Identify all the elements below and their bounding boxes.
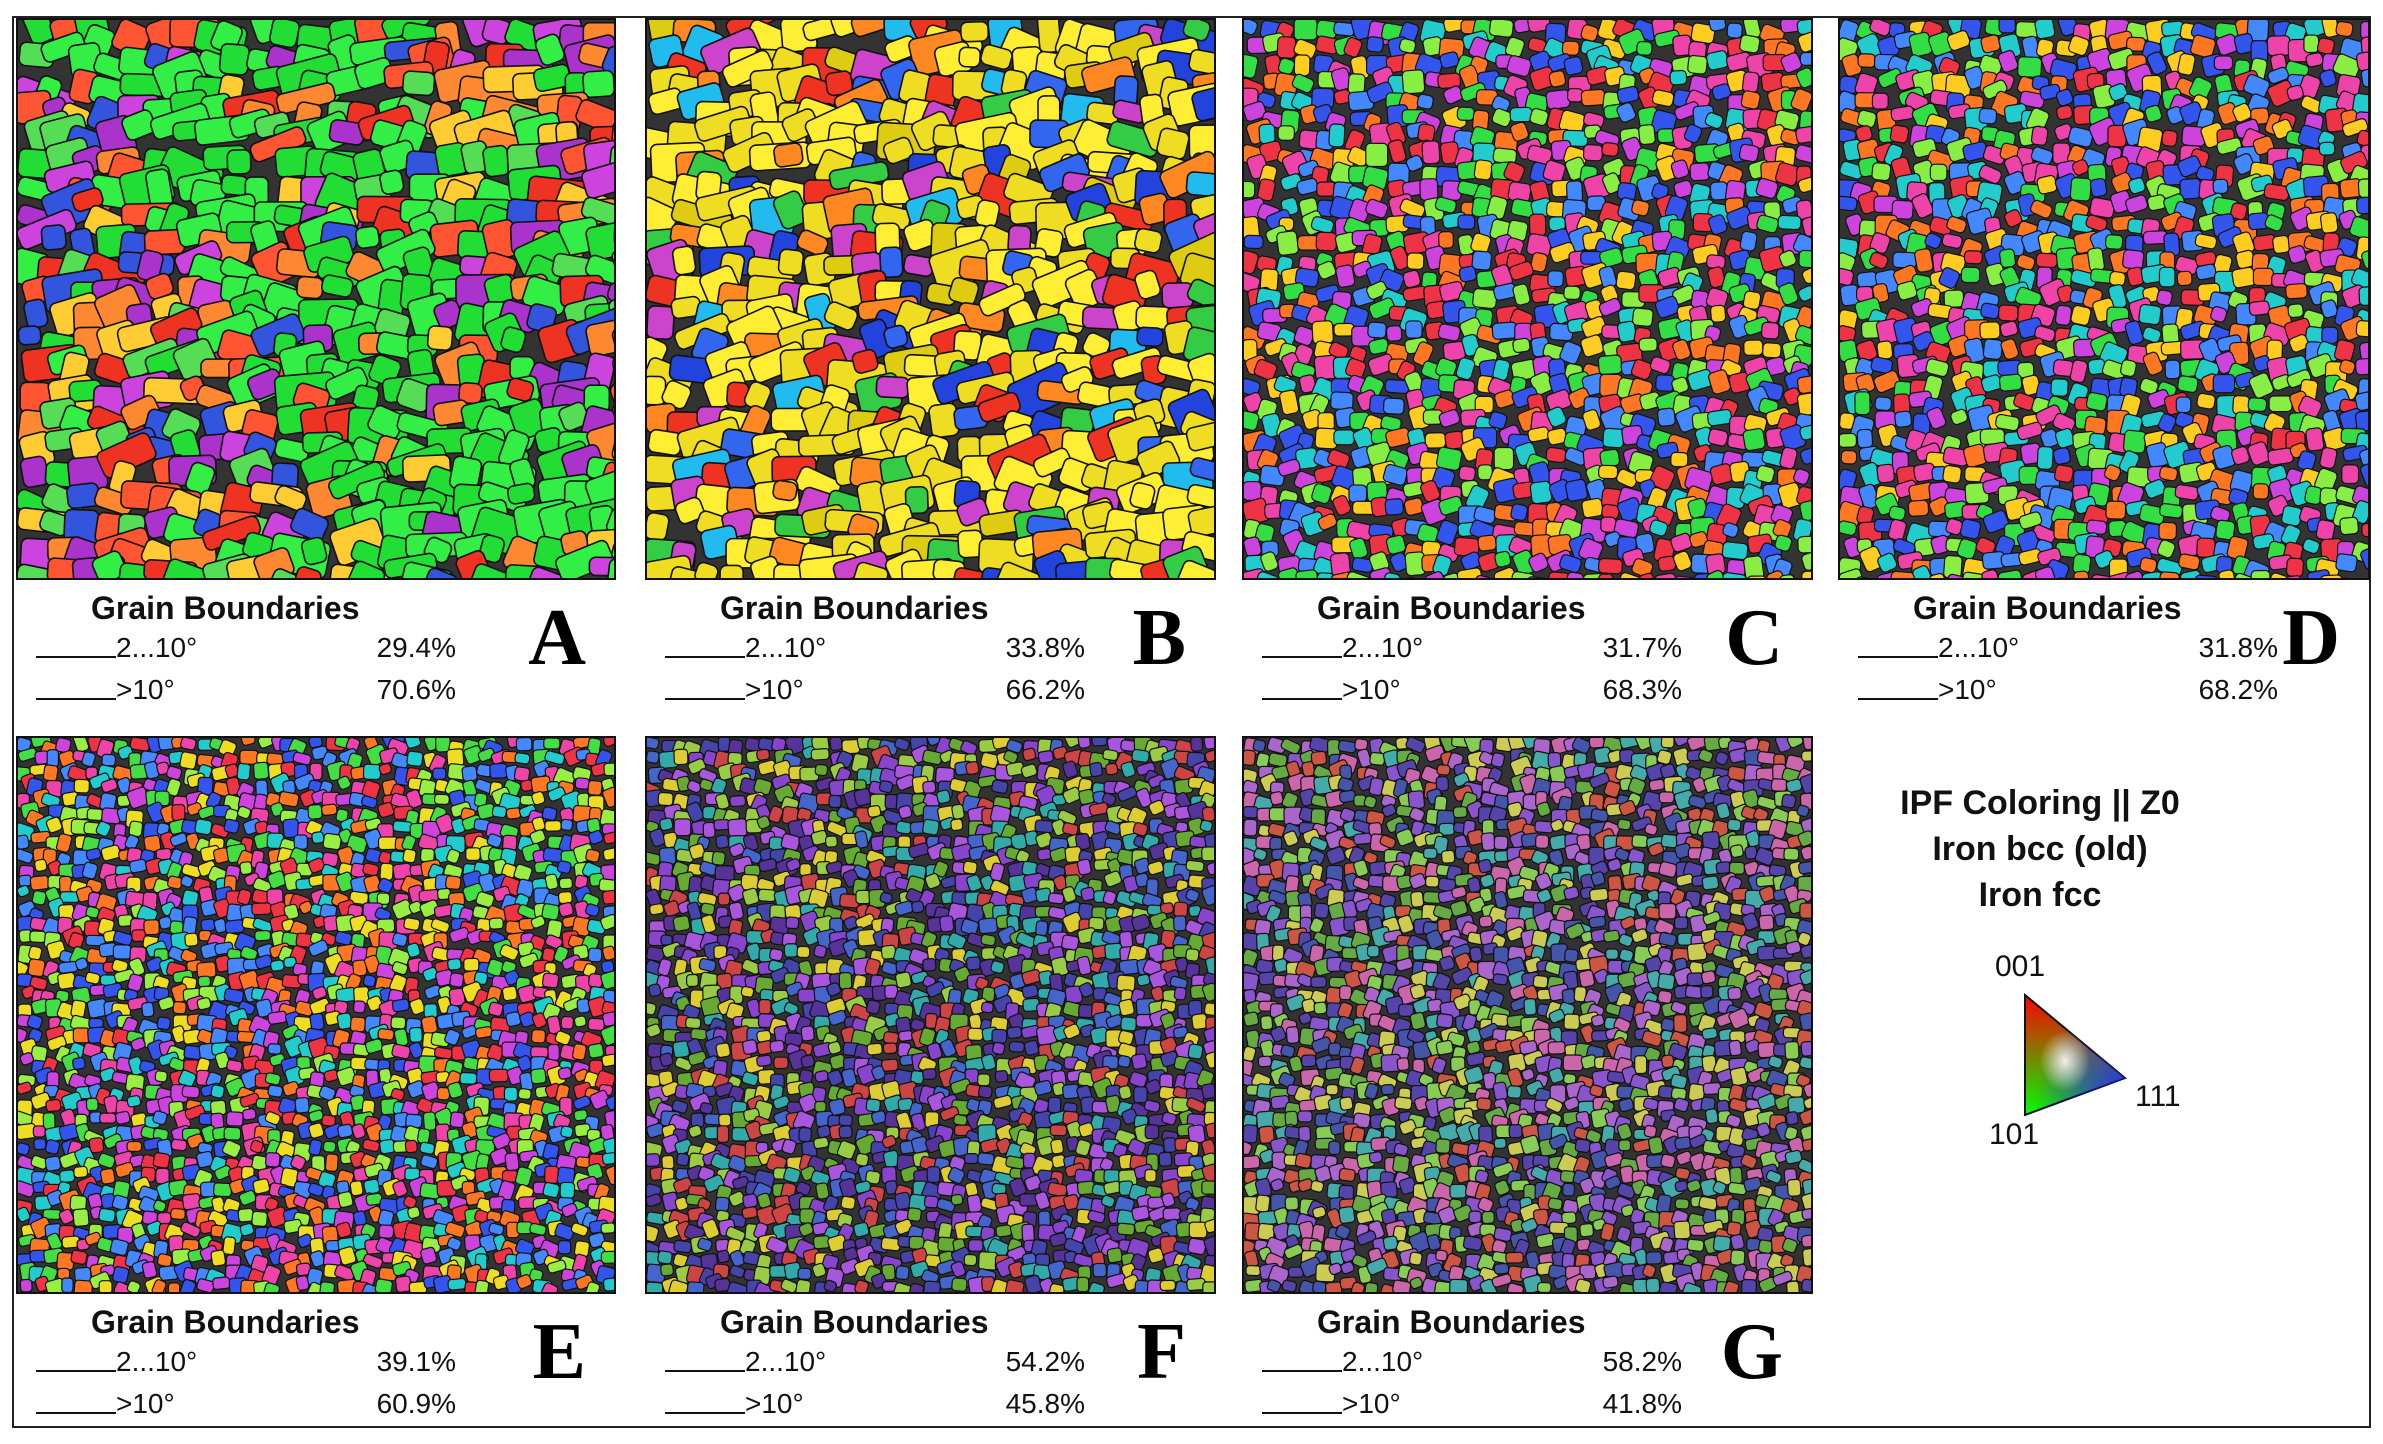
grain-boundaries-legend: Grain Boundaries 2...10° 31.8% >10° 68.2… (1838, 580, 2370, 730)
low-angle-line (1262, 1370, 1342, 1372)
low-angle-row: 2...10° 58.2% (1262, 1346, 1682, 1380)
low-angle-label: 2...10° (745, 632, 827, 663)
ipf-triangle (2024, 992, 2127, 1117)
legend-phase-fcc: Iron fcc (1978, 876, 2102, 914)
high-angle-row: >10° 68.3% (1262, 674, 1682, 708)
grain-boundaries-title: Grain Boundaries (1317, 590, 1586, 626)
low-angle-value: 31.8% (2198, 632, 2278, 663)
low-angle-label: 2...10° (1938, 632, 2020, 663)
low-angle-line (36, 1370, 116, 1372)
panel-letter: D (2282, 594, 2340, 682)
ebsd-map-c (1242, 18, 1813, 580)
ebsd-map-a (16, 18, 616, 580)
low-angle-value: 29.4% (376, 632, 456, 663)
high-angle-label: >10° (745, 674, 804, 705)
high-angle-label: >10° (1342, 1388, 1401, 1419)
grain-boundaries-legend: Grain Boundaries 2...10° 31.7% >10° 68.3… (1242, 580, 1813, 730)
high-angle-label: >10° (745, 1388, 804, 1419)
high-angle-line (1262, 1412, 1342, 1414)
ipf-triangle-key: 001 101 111 (1985, 950, 2205, 1151)
high-angle-line (665, 1412, 745, 1414)
low-angle-label: 2...10° (1342, 1346, 1424, 1377)
legend-phase-bcc: Iron bcc (old) (1932, 830, 2148, 868)
ebsd-map-d (1838, 18, 2370, 580)
high-angle-label: >10° (116, 674, 175, 705)
grain-boundaries-title: Grain Boundaries (720, 590, 989, 626)
grain-boundaries-title: Grain Boundaries (91, 590, 360, 626)
panel-letter: C (1725, 594, 1783, 682)
low-angle-value: 33.8% (1005, 632, 1085, 663)
high-angle-row: >10° 66.2% (665, 674, 1085, 708)
low-angle-label: 2...10° (116, 1346, 198, 1377)
grain-boundaries-legend: Grain Boundaries 2...10° 29.4% >10° 70.6… (16, 580, 616, 730)
high-angle-row: >10° 60.9% (36, 1388, 456, 1422)
high-angle-row: >10° 45.8% (665, 1388, 1085, 1422)
panel-letter: G (1720, 1308, 1783, 1396)
low-angle-line (665, 656, 745, 658)
panel-letter: A (528, 594, 586, 682)
grain-boundaries-title: Grain Boundaries (1913, 590, 2182, 626)
high-angle-line (665, 698, 745, 700)
ipf-legend: IPF Coloring || Z0 Iron bcc (old) Iron f… (1880, 780, 2200, 918)
ipf-label-001: 001 (1995, 950, 2046, 983)
high-angle-value: 68.2% (2198, 674, 2278, 705)
high-angle-line (36, 698, 116, 700)
high-angle-line (1858, 698, 1938, 700)
low-angle-line (36, 656, 116, 658)
high-angle-value: 60.9% (376, 1388, 456, 1419)
low-angle-line (665, 1370, 745, 1372)
high-angle-label: >10° (1342, 674, 1401, 705)
panel-letter: B (1132, 594, 1186, 682)
low-angle-value: 58.2% (1602, 1346, 1682, 1377)
ebsd-map-f (645, 736, 1216, 1294)
high-angle-label: >10° (1938, 674, 1997, 705)
high-angle-label: >10° (116, 1388, 175, 1419)
high-angle-row: >10° 68.2% (1858, 674, 2278, 708)
ebsd-map-g (1242, 736, 1813, 1294)
low-angle-value: 31.7% (1602, 632, 1682, 663)
grain-boundaries-title: Grain Boundaries (1317, 1304, 1586, 1340)
low-angle-label: 2...10° (1342, 632, 1424, 663)
low-angle-label: 2...10° (116, 632, 198, 663)
low-angle-value: 54.2% (1005, 1346, 1085, 1377)
grain-boundaries-title: Grain Boundaries (91, 1304, 360, 1340)
low-angle-row: 2...10° 31.7% (1262, 632, 1682, 666)
low-angle-row: 2...10° 54.2% (665, 1346, 1085, 1380)
legend-title: IPF Coloring || Z0 (1900, 784, 2180, 822)
ebsd-map-e (16, 736, 616, 1294)
high-angle-value: 66.2% (1005, 674, 1085, 705)
ipf-label-111: 111 (2135, 1080, 2181, 1113)
low-angle-label: 2...10° (745, 1346, 827, 1377)
high-angle-row: >10° 41.8% (1262, 1388, 1682, 1422)
high-angle-value: 41.8% (1602, 1388, 1682, 1419)
high-angle-row: >10° 70.6% (36, 674, 456, 708)
high-angle-value: 70.6% (376, 674, 456, 705)
low-angle-row: 2...10° 29.4% (36, 632, 456, 666)
low-angle-row: 2...10° 31.8% (1858, 632, 2278, 666)
ipf-label-101: 101 (1989, 1118, 2040, 1151)
grain-boundaries-legend: Grain Boundaries 2...10° 58.2% >10° 41.8… (1242, 1294, 1813, 1444)
grain-boundaries-legend: Grain Boundaries 2...10° 39.1% >10° 60.9… (16, 1294, 616, 1444)
low-angle-line (1858, 656, 1938, 658)
grain-boundaries-title: Grain Boundaries (720, 1304, 989, 1340)
high-angle-line (36, 1412, 116, 1414)
high-angle-line (1262, 698, 1342, 700)
grain-boundaries-legend: Grain Boundaries 2...10° 33.8% >10° 66.2… (645, 580, 1216, 730)
low-angle-row: 2...10° 33.8% (665, 632, 1085, 666)
ebsd-map-b (645, 18, 1216, 580)
low-angle-line (1262, 656, 1342, 658)
high-angle-value: 45.8% (1005, 1388, 1085, 1419)
low-angle-row: 2...10° 39.1% (36, 1346, 456, 1380)
panel-letter: F (1137, 1308, 1186, 1396)
high-angle-value: 68.3% (1602, 674, 1682, 705)
panel-letter: E (532, 1308, 586, 1396)
low-angle-value: 39.1% (376, 1346, 456, 1377)
grain-boundaries-legend: Grain Boundaries 2...10° 54.2% >10° 45.8… (645, 1294, 1216, 1444)
